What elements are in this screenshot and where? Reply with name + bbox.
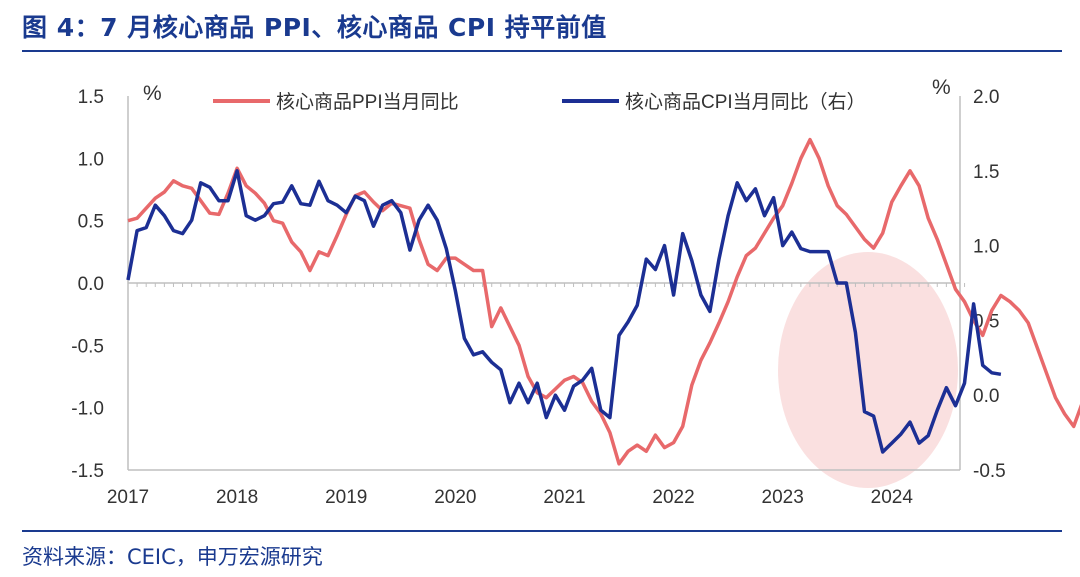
highlight-ellipse — [778, 252, 958, 488]
right-tick-label: 2.0 — [973, 87, 999, 108]
x-tick-label: 2020 — [434, 487, 476, 508]
cpi-series-line — [126, 169, 1002, 454]
right-unit-label: % — [932, 76, 951, 99]
x-tick-label: 2022 — [652, 487, 694, 508]
x-tick-label: 2024 — [871, 487, 914, 508]
x-tick-label: 2018 — [216, 487, 258, 508]
x-tick-label: 2017 — [107, 487, 149, 508]
chart-title: 图 4：7 月核心商品 PPI、核心商品 CPI 持平前值 — [22, 13, 607, 42]
right-tick-label: 1.5 — [973, 162, 999, 183]
right-tick-label: 0.0 — [973, 386, 999, 407]
left-tick-label: 1.5 — [78, 87, 104, 108]
left-tick-label: -0.5 — [71, 336, 104, 357]
left-tick-label: -1.0 — [71, 399, 104, 420]
source-note: 资料来源：CEIC，申万宏源研究 — [22, 545, 323, 569]
legend: 核心商品PPI当月同比 核心商品CPI当月同比（右） — [213, 91, 866, 113]
x-tick-label: 2019 — [325, 487, 367, 508]
left-tick-label: 1.0 — [78, 149, 104, 170]
ppi-series-line — [127, 137, 1080, 466]
x-tick-label: 2021 — [543, 487, 585, 508]
left-unit-label: % — [143, 82, 162, 105]
footer-rule — [22, 530, 1062, 532]
left-tick-label: 0.5 — [78, 212, 104, 233]
title-rule — [22, 50, 1062, 52]
right-tick-label: -0.5 — [973, 461, 1006, 482]
x-tick-label: 2023 — [762, 487, 804, 508]
right-tick-label: 1.0 — [973, 237, 999, 258]
left-tick-label: -1.5 — [71, 461, 104, 482]
left-tick-label: 0.0 — [78, 274, 104, 295]
legend-ppi-label: 核心商品PPI当月同比 — [276, 91, 459, 113]
legend-cpi-label: 核心商品CPI当月同比（右） — [625, 91, 866, 113]
